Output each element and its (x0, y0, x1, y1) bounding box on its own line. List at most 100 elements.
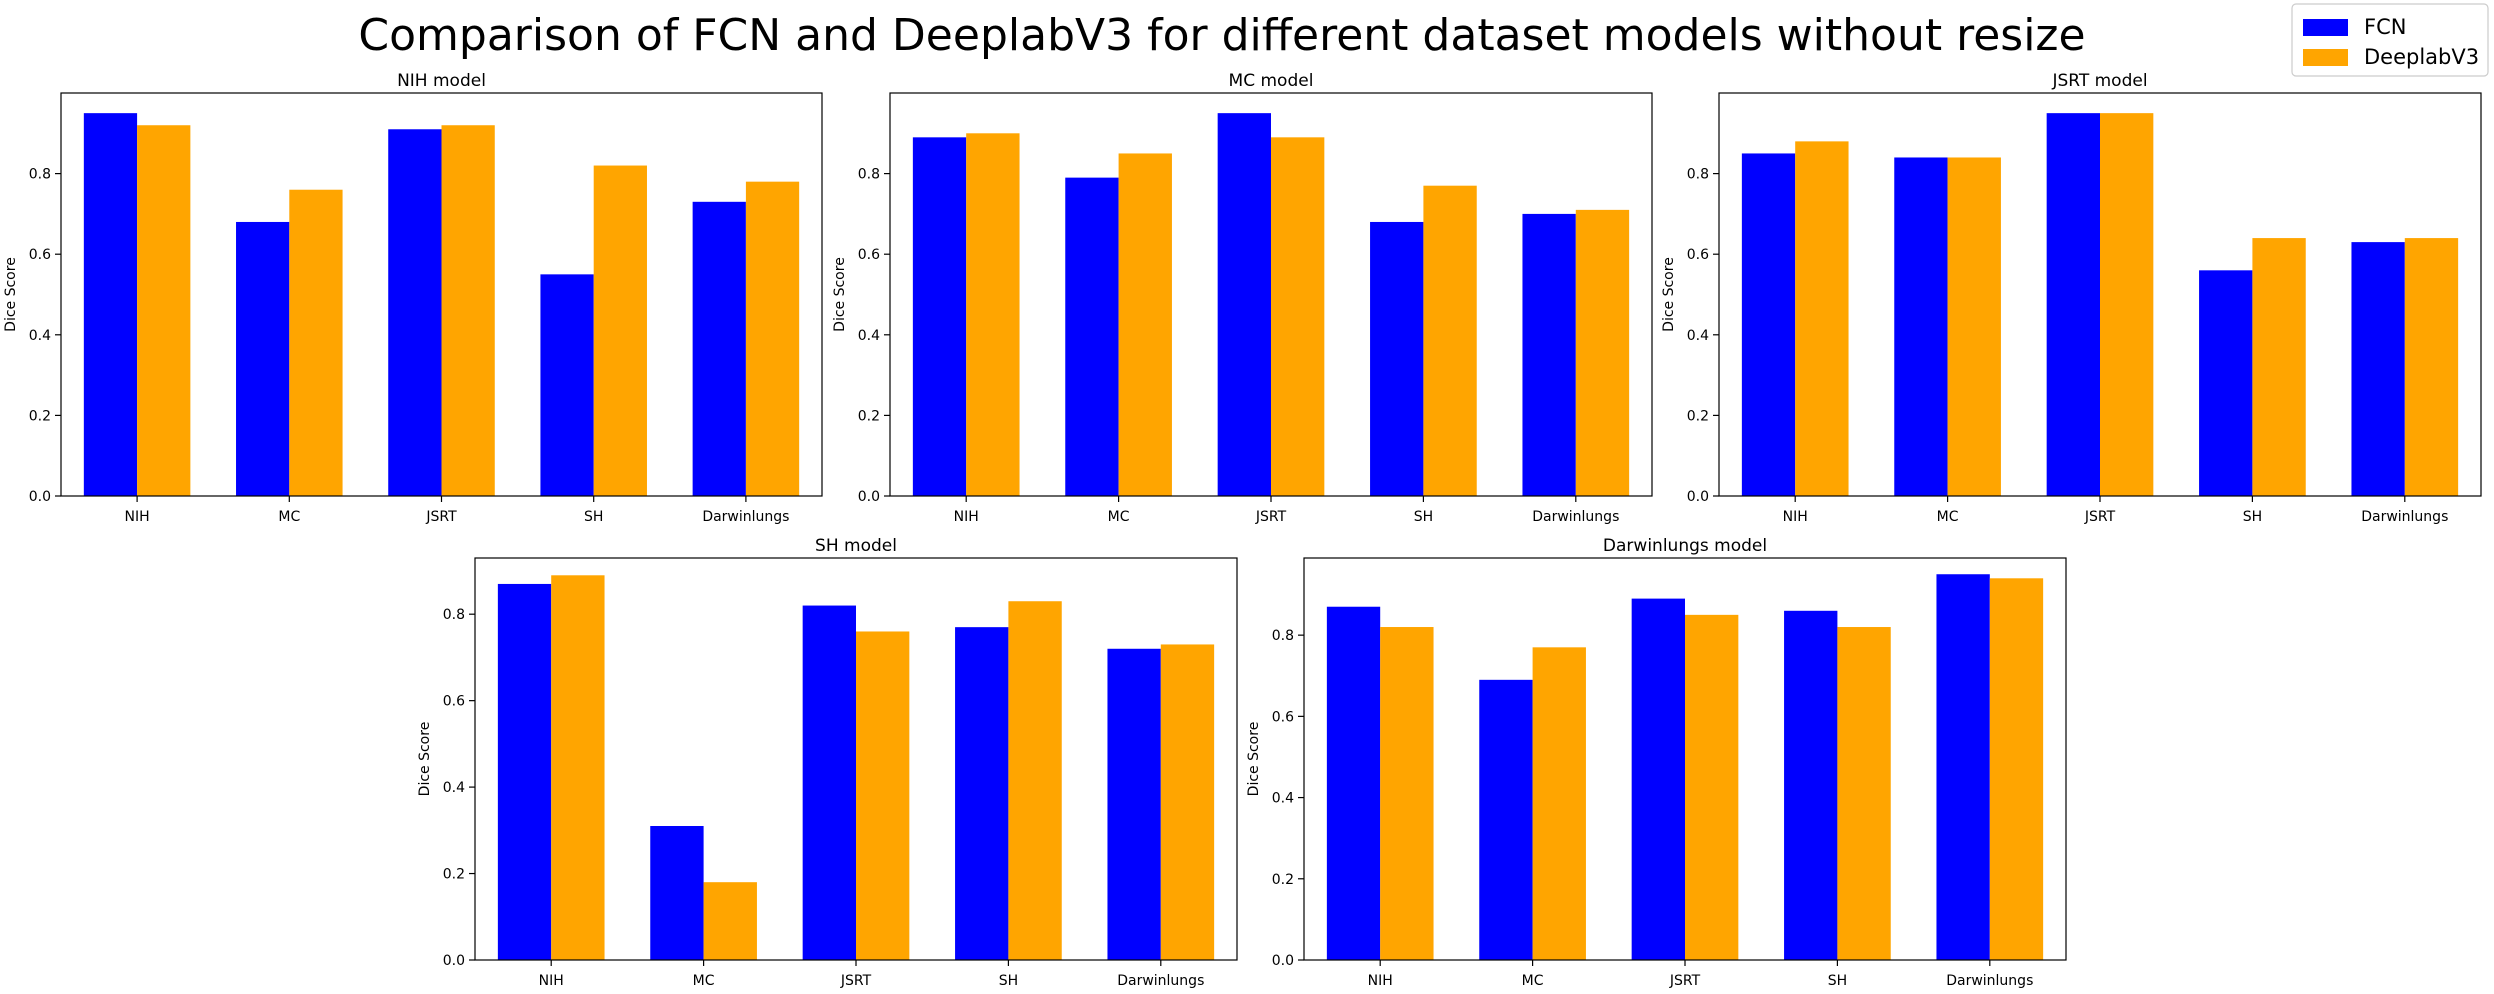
bar-deeplabv3-mc (1118, 153, 1172, 496)
legend-swatch-fcn (2303, 19, 2348, 36)
x-tick-label-jsrt: JSRT (1669, 973, 1701, 989)
x-tick-label-nih: NIH (125, 509, 150, 525)
bar-deeplabv3-sh (1837, 627, 1891, 960)
panel-title: SH model (815, 536, 897, 556)
figure-title: Comparison of FCN and DeeplabV3 for diff… (358, 10, 2085, 61)
x-tick-label-nih: NIH (1783, 509, 1808, 525)
x-tick-label-sh: SH (1828, 973, 1847, 989)
bar-fcn-nih (497, 583, 552, 960)
bar-fcn-nih (1326, 606, 1381, 960)
bar-deeplabv3-mc (703, 882, 757, 960)
bar-deeplabv3-nih (551, 575, 605, 960)
panel-jsrt-model: 0.0 0.2 0.4 0.6 0.8 NIH MC JSRT SH Darwinlungs JSR… (1661, 71, 2482, 525)
x-tick-label-darwinlungs: Darwinlungs (2361, 509, 2448, 525)
y-tick-label: 0.8 (858, 167, 880, 183)
panel-title: NIH model (397, 71, 486, 91)
bar-fcn-nih (1741, 153, 1796, 496)
bar-deeplabv3-sh (2252, 238, 2306, 496)
bar-deeplabv3-jsrt (1685, 614, 1739, 960)
bar-fcn-jsrt (802, 605, 856, 960)
y-axis-label: Dice Score (417, 722, 433, 797)
bar-deeplabv3-sh (1008, 601, 1062, 960)
y-tick-label: 0.0 (1687, 489, 1709, 505)
panel-mc-model: 0.0 0.2 0.4 0.6 0.8 NIH MC JSRT SH Darwinlungs MC … (832, 71, 1653, 525)
x-tick-label-mc: MC (278, 509, 300, 525)
x-tick-label-mc: MC (1108, 509, 1130, 525)
bar-deeplabv3-jsrt (441, 125, 495, 497)
bar-deeplabv3-nih (137, 125, 191, 497)
y-tick-label: 0.0 (1272, 953, 1294, 969)
y-tick-label: 0.6 (1687, 247, 1709, 263)
legend-label-fcn: FCN (2364, 15, 2406, 39)
bar-fcn-darwinlungs (1936, 574, 1990, 960)
bar-deeplabv3-mc (1947, 157, 2001, 497)
y-tick-label: 0.2 (858, 408, 880, 424)
bar-deeplabv3-sh (593, 165, 647, 497)
x-tick-label-mc: MC (1522, 973, 1544, 989)
bar-fcn-sh (540, 274, 594, 496)
chart-panels: 0.0 0.2 0.4 0.6 0.8 NIH MC JSRT SH Darwinlungs NIH… (3, 71, 2482, 989)
bar-fcn-mc (1894, 157, 1948, 497)
bar-deeplabv3-nih (966, 133, 1020, 497)
bar-fcn-nih (83, 113, 138, 497)
panel-nih-model: 0.0 0.2 0.4 0.6 0.8 NIH MC JSRT SH Darwinlungs NIH… (3, 71, 823, 525)
bar-fcn-darwinlungs (692, 201, 746, 496)
legend-label-deeplabv3: DeeplabV3 (2364, 45, 2479, 69)
bar-deeplabv3-darwinlungs (2404, 238, 2459, 496)
y-axis-label: Dice Score (1661, 257, 1677, 332)
panel-title: Darwinlungs model (1603, 536, 1767, 556)
y-tick-label: 0.4 (443, 780, 465, 796)
panel-title: MC model (1229, 71, 1314, 91)
bar-fcn-sh (2199, 270, 2253, 496)
y-tick-label: 0.0 (443, 953, 465, 969)
x-tick-label-mc: MC (693, 973, 715, 989)
x-tick-label-sh: SH (2243, 509, 2262, 525)
bar-fcn-sh (1784, 610, 1838, 960)
bar-deeplabv3-jsrt (1271, 137, 1325, 496)
y-tick-label: 0.6 (29, 247, 51, 263)
bar-fcn-mc (650, 826, 704, 960)
bar-deeplabv3-darwinlungs (1160, 644, 1215, 960)
bar-fcn-sh (955, 627, 1009, 960)
x-tick-label-jsrt: JSRT (840, 973, 872, 989)
y-axis-label: Dice Score (3, 257, 19, 332)
y-tick-label: 0.0 (29, 489, 51, 505)
panel-sh-model: 0.0 0.2 0.4 0.6 0.8 NIH MC JSRT SH Darwinlungs SH … (417, 536, 1238, 989)
bar-deeplabv3-sh (1423, 185, 1477, 496)
bar-fcn-darwinlungs (2351, 242, 2405, 496)
bar-deeplabv3-mc (1532, 647, 1586, 960)
y-tick-label: 0.2 (1687, 408, 1709, 424)
bar-deeplabv3-nih (1380, 627, 1434, 960)
y-axis-label: Dice Score (1246, 722, 1262, 797)
bar-deeplabv3-jsrt (2100, 113, 2154, 497)
bar-fcn-jsrt (1631, 598, 1685, 960)
bar-deeplabv3-nih (1795, 141, 1849, 497)
bar-fcn-jsrt (2046, 113, 2100, 497)
bar-fcn-jsrt (388, 129, 442, 496)
x-tick-label-jsrt: JSRT (1255, 509, 1287, 525)
x-tick-label-nih: NIH (1368, 973, 1393, 989)
bar-deeplabv3-darwinlungs (1575, 209, 1630, 496)
legend: FCN DeeplabV3 (2291, 3, 2489, 77)
bar-deeplabv3-darwinlungs (745, 181, 800, 496)
bar-deeplabv3-darwinlungs (1989, 578, 2044, 960)
x-tick-label-sh: SH (999, 973, 1018, 989)
y-tick-label: 0.8 (29, 167, 51, 183)
x-tick-label-darwinlungs: Darwinlungs (1532, 509, 1619, 525)
bar-fcn-mc (1065, 177, 1119, 496)
y-tick-label: 0.0 (858, 489, 880, 505)
y-tick-label: 0.4 (1687, 328, 1709, 344)
x-tick-label-mc: MC (1937, 509, 1959, 525)
bar-fcn-darwinlungs (1107, 648, 1161, 960)
x-tick-label-nih: NIH (954, 509, 979, 525)
x-tick-label-darwinlungs: Darwinlungs (1117, 973, 1204, 989)
y-tick-label: 0.4 (1272, 791, 1294, 807)
bar-deeplabv3-jsrt (856, 631, 910, 960)
x-tick-label-sh: SH (584, 509, 603, 525)
bar-fcn-jsrt (1217, 113, 1271, 497)
y-tick-label: 0.8 (1272, 628, 1294, 644)
bar-fcn-nih (912, 137, 967, 496)
legend-swatch-deeplabv3 (2303, 49, 2348, 66)
x-tick-label-darwinlungs: Darwinlungs (1946, 973, 2033, 989)
